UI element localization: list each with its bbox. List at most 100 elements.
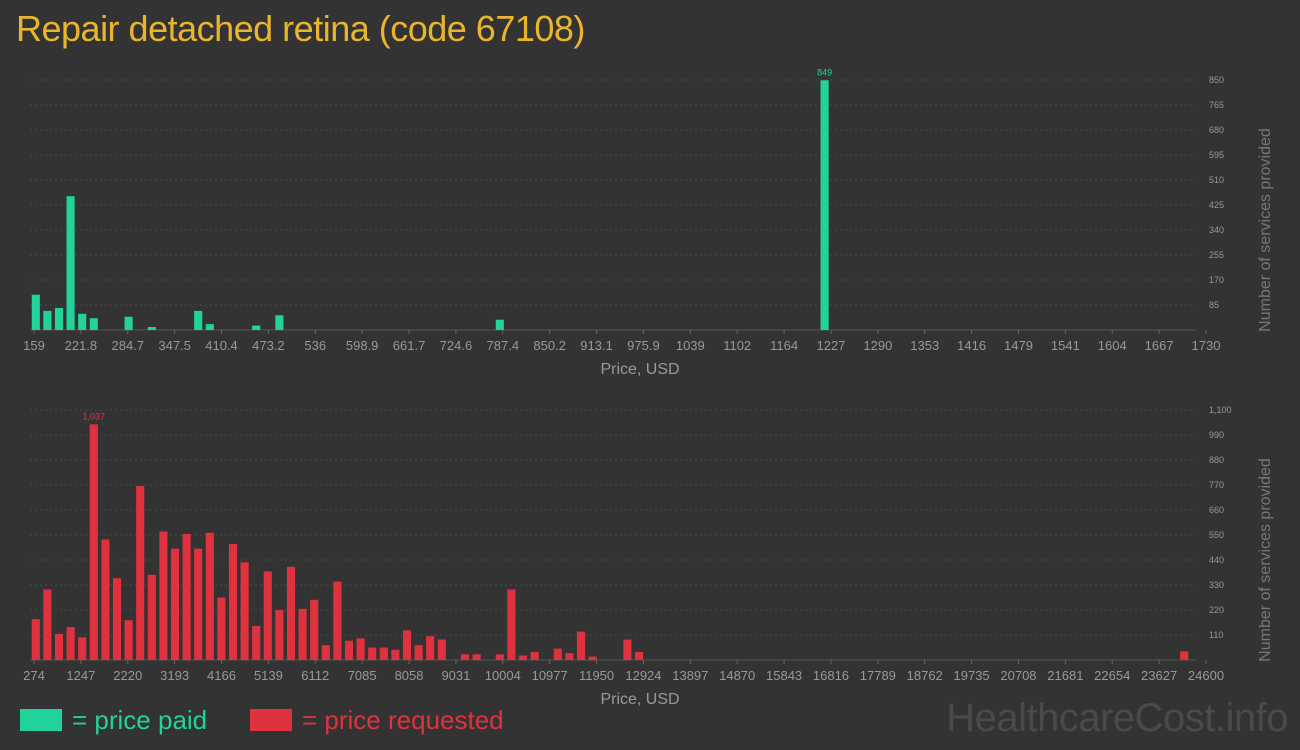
paid-xtick-label: 1541 (1051, 338, 1080, 353)
requested-bar (136, 486, 145, 660)
requested-bar (530, 652, 539, 660)
paid-ytick-label: 510 (1209, 175, 1224, 185)
legend-paid-swatch (20, 709, 62, 731)
requested-ytick-label: 1,100 (1209, 405, 1232, 415)
paid-ytick-label: 340 (1209, 225, 1224, 235)
requested-bar (66, 627, 75, 660)
requested-bar (553, 648, 562, 660)
requested-xtick-label: 10004 (485, 668, 521, 683)
paid-bar (124, 316, 133, 330)
paid-xtick-label: 1667 (1145, 338, 1174, 353)
paid-xtick-label: 787.4 (487, 338, 520, 353)
requested-bar (379, 647, 388, 660)
requested-bar (507, 589, 516, 660)
requested-ytick-label: 770 (1209, 480, 1224, 490)
requested-xtick-label: 8058 (395, 668, 424, 683)
requested-xtick-label: 16816 (813, 668, 849, 683)
paid-xtick-label: 473.2 (252, 338, 285, 353)
paid-ytick-label: 765 (1209, 100, 1224, 110)
paid-bar (252, 325, 261, 330)
requested-peak-label: 1,037 (83, 411, 106, 421)
requested-bar (565, 653, 574, 660)
legend-requested: = price requested (250, 704, 504, 736)
requested-bar (495, 654, 504, 660)
requested-bar (1180, 651, 1189, 660)
paid-xtick-label: 1353 (910, 338, 939, 353)
requested-bar (414, 645, 423, 660)
requested-bar (89, 424, 98, 660)
requested-xtick-label: 18762 (907, 668, 943, 683)
paid-xtick-label: 410.4 (205, 338, 238, 353)
paid-ytick-label: 170 (1209, 275, 1224, 285)
paid-xtick-label: 598.9 (346, 338, 379, 353)
paid-xtick-label: 1164 (770, 338, 798, 353)
requested-ytick-label: 440 (1209, 555, 1224, 565)
requested-bar (321, 645, 330, 660)
paid-xtick-label: 1730 (1192, 338, 1221, 353)
requested-bar (101, 539, 110, 660)
requested-xtick-label: 5139 (254, 668, 283, 683)
requested-bar (391, 649, 400, 660)
requested-bar (426, 636, 435, 660)
chart-title: Repair detached retina (code 67108) (16, 8, 585, 49)
paid-bar (194, 310, 203, 330)
requested-bar (275, 610, 284, 660)
paid-bar (54, 307, 64, 330)
paid-xtick-label: 347.5 (158, 338, 191, 353)
requested-bar (286, 566, 296, 660)
requested-xtick-label: 14870 (719, 668, 755, 683)
requested-xtick-label: 9031 (441, 668, 470, 683)
requested-xtick-label: 12924 (625, 668, 661, 683)
requested-xtick-label: 6112 (301, 668, 329, 683)
paid-ytick-label: 680 (1209, 125, 1224, 135)
paid-xaxis-label: Price, USD (600, 361, 679, 378)
requested-bar (240, 562, 249, 660)
requested-bar (124, 620, 133, 660)
requested-bar (228, 544, 238, 660)
requested-xtick-label: 274 (23, 668, 45, 683)
legend-paid: = price paid (20, 704, 207, 736)
requested-ytick-label: 660 (1209, 505, 1224, 515)
watermark: HealthcareCost.info (946, 696, 1288, 740)
requested-bar (298, 608, 307, 660)
paid-bar (78, 313, 87, 330)
paid-bar (147, 327, 156, 330)
requested-xtick-label: 24600 (1188, 668, 1224, 683)
paid-bar (31, 294, 40, 330)
requested-bar (368, 647, 377, 660)
requested-ytick-label: 990 (1209, 430, 1224, 440)
paid-xtick-label: 913.1 (580, 338, 613, 353)
requested-bar (634, 652, 644, 660)
paid-xtick-label: 724.6 (440, 338, 473, 353)
paid-ytick-label: 595 (1209, 150, 1224, 160)
legend-paid-label: = price paid (72, 704, 208, 735)
requested-bar (518, 655, 528, 660)
requested-bar (576, 631, 586, 660)
paid-bar (820, 80, 829, 330)
requested-bar (78, 637, 87, 660)
requested-ytick-label: 220 (1209, 605, 1224, 615)
requested-bar (402, 630, 412, 660)
requested-xtick-label: 11950 (579, 668, 614, 683)
paid-xtick-label: 536 (304, 338, 326, 353)
requested-bar (194, 548, 203, 660)
requested-bar (147, 574, 156, 660)
requested-xtick-label: 13897 (672, 668, 708, 683)
requested-ytick-label: 880 (1209, 455, 1224, 465)
paid-bar (495, 319, 504, 330)
requested-bar (182, 533, 191, 660)
paid-ytick-label: 425 (1209, 200, 1224, 210)
paid-peak-label: 849 (817, 67, 832, 77)
paid-xtick-label: 284.7 (111, 338, 144, 353)
paid-xtick-label: 1227 (816, 338, 845, 353)
paid-bar (66, 196, 75, 330)
requested-xtick-label: 3193 (160, 668, 189, 683)
requested-bar (437, 639, 446, 660)
paid-bar (275, 315, 284, 330)
requested-ytick-label: 110 (1209, 630, 1223, 640)
requested-bar (159, 531, 168, 660)
requested-xtick-label: 2220 (113, 668, 142, 683)
requested-bar (460, 654, 470, 660)
requested-xtick-label: 20708 (1000, 668, 1036, 683)
